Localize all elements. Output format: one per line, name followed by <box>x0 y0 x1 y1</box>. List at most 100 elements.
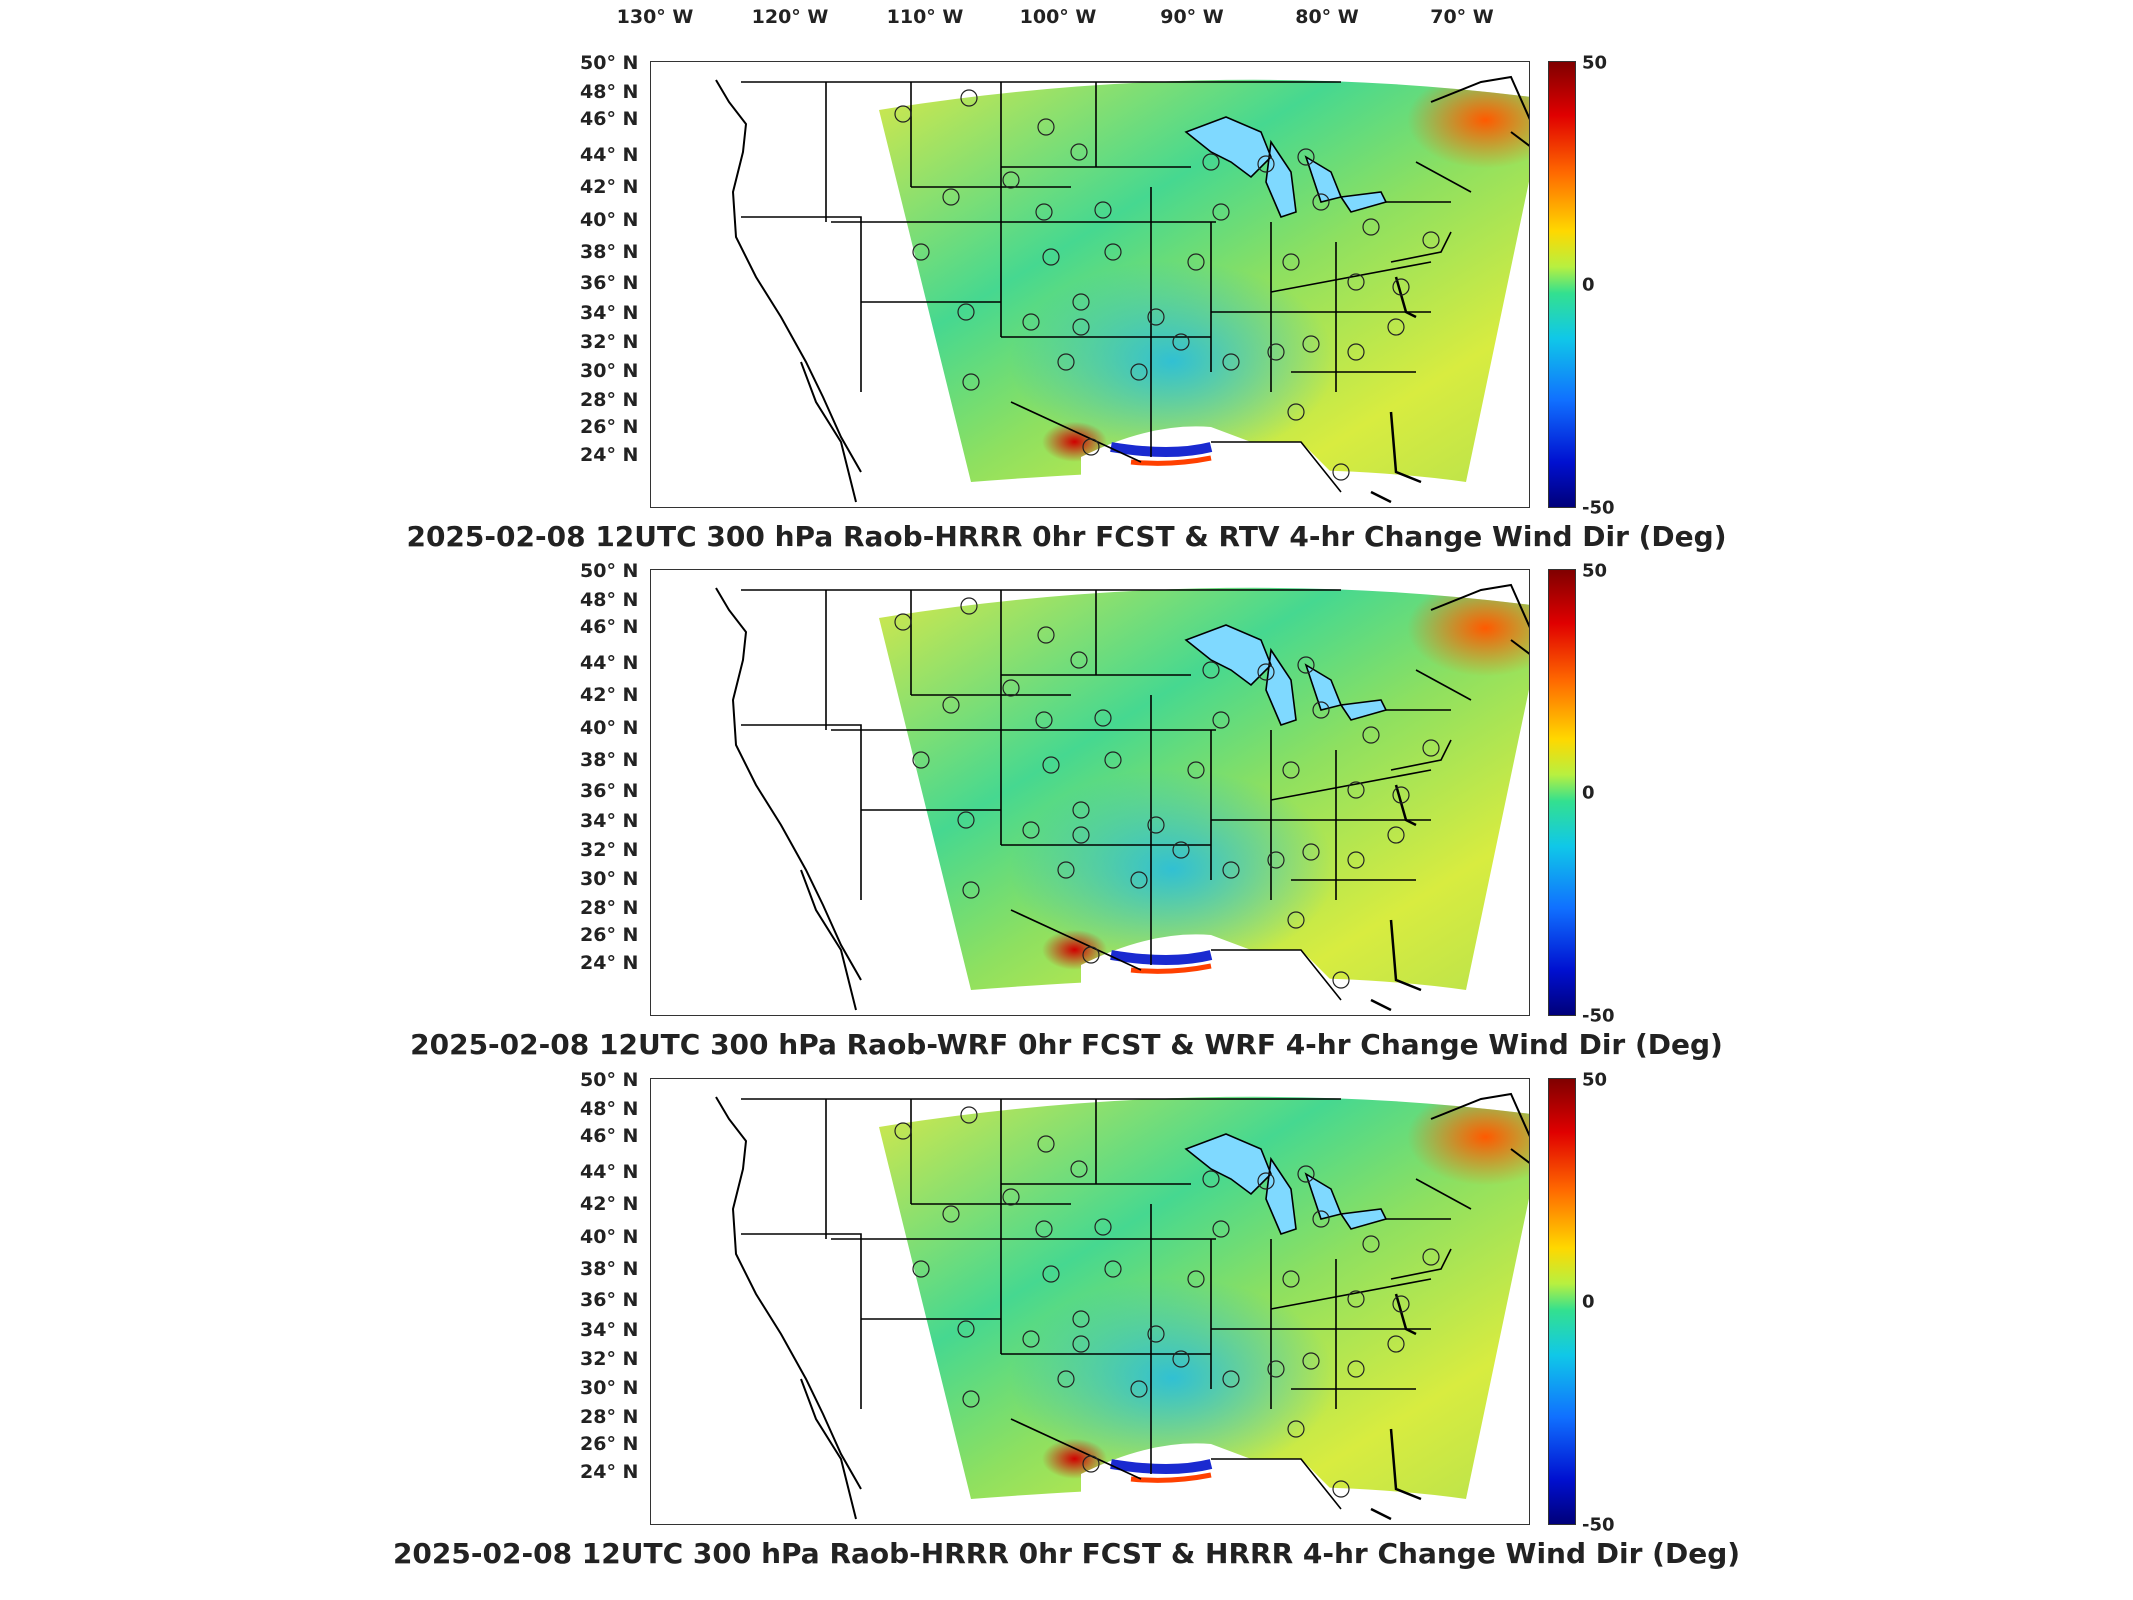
raob-station-marker <box>1297 656 1315 674</box>
state-boundary <box>741 724 862 900</box>
colorbar <box>1548 1078 1576 1525</box>
state-boundary <box>741 216 862 392</box>
state-boundary <box>1211 441 1342 493</box>
lon-label: 80° W <box>1295 6 1359 28</box>
lat-label: 42° N <box>580 176 639 198</box>
raob-station-marker <box>1212 711 1230 729</box>
lat-label: 38° N <box>580 749 639 771</box>
raob-station-marker <box>1422 231 1440 249</box>
raob-station-marker <box>1187 761 1205 779</box>
east-coastline <box>1370 784 1422 1012</box>
state-boundary <box>1415 669 1472 701</box>
raob-station-marker <box>1362 218 1380 236</box>
raob-station-marker <box>1072 1335 1090 1353</box>
raob-station-marker <box>1422 1248 1440 1266</box>
lat-label: 24° N <box>580 952 639 974</box>
gulf-red-band <box>1130 1472 1212 1483</box>
coastline <box>715 1096 862 1520</box>
raob-station-marker <box>1297 1165 1315 1183</box>
lat-label: 48° N <box>580 589 639 611</box>
great-lakes <box>1184 1133 1388 1235</box>
raob-station-marker <box>1172 1350 1190 1368</box>
raob-station-marker <box>1094 709 1112 727</box>
great-lakes <box>1184 624 1388 726</box>
raob-station-marker <box>1347 1360 1365 1378</box>
lon-label: 130° W <box>616 6 694 28</box>
raob-station-marker <box>1022 821 1040 839</box>
raob-station-marker <box>1072 826 1090 844</box>
lat-label: 26° N <box>580 1433 639 1455</box>
raob-station-marker <box>1104 1260 1122 1278</box>
panel-title: 2025-02-08 12UTC 300 hPa Raob-WRF 0hr FC… <box>410 1028 1723 1061</box>
lat-label: 32° N <box>580 839 639 861</box>
raob-station-marker <box>1130 363 1148 381</box>
colorbar <box>1548 569 1576 1016</box>
raob-station-marker <box>1362 1235 1380 1253</box>
raob-station-marker <box>1302 1352 1320 1370</box>
lat-label: 24° N <box>580 1461 639 1483</box>
colorbar-min: -50 <box>1582 1005 1615 1027</box>
colorbar-max: 50 <box>1582 1069 1608 1091</box>
lat-label: 48° N <box>580 81 639 103</box>
raob-station-marker <box>1392 278 1410 296</box>
longitude-axis: 130° W 120° W 110° W 100° W 90° W 80° W … <box>0 0 2133 40</box>
raob-station-marker <box>1332 1480 1350 1498</box>
lat-label: 34° N <box>580 810 639 832</box>
state-boundary <box>1010 401 1142 463</box>
raob-station-marker <box>1022 1330 1040 1348</box>
colorbar-max: 50 <box>1582 560 1608 582</box>
raob-station-marker <box>1222 1370 1240 1388</box>
raob-station-marker <box>1347 781 1365 799</box>
map-frame <box>650 569 1530 1016</box>
raob-station-marker <box>1347 851 1365 869</box>
raob-station-marker <box>1302 335 1320 353</box>
raob-station-marker <box>1392 1295 1410 1313</box>
raob-station-marker <box>957 1320 975 1338</box>
great-lakes <box>1184 116 1388 218</box>
state-boundary <box>1390 1248 1452 1280</box>
raob-station-marker <box>1212 203 1230 221</box>
raob-station-marker <box>1202 1170 1220 1188</box>
lat-label: 36° N <box>580 1289 639 1311</box>
canada-coast <box>1430 75 1529 147</box>
raob-station-marker <box>960 89 978 107</box>
raob-station-marker <box>1057 861 1075 879</box>
positive-anomaly-southwest <box>879 587 1529 990</box>
lat-label: 42° N <box>580 684 639 706</box>
wind-direction-map <box>715 1092 1529 1524</box>
raob-station-marker <box>942 188 960 206</box>
lat-label: 50° N <box>580 1069 639 1091</box>
raob-station-marker <box>1332 971 1350 989</box>
raob-station-marker <box>1257 663 1275 681</box>
lat-label: 28° N <box>580 389 639 411</box>
lat-label: 38° N <box>580 241 639 263</box>
raob-station-marker <box>1222 353 1240 371</box>
lat-label: 34° N <box>580 302 639 324</box>
state-boundary <box>1010 1418 1142 1480</box>
lat-label: 30° N <box>580 1377 639 1399</box>
state-boundary <box>1390 739 1452 771</box>
gulf-blue-band <box>1110 442 1213 457</box>
colorbar-mid: 0 <box>1582 274 1595 296</box>
raob-station-marker <box>1297 148 1315 166</box>
panel-title: 2025-02-08 12UTC 300 hPa Raob-HRRR 0hr F… <box>406 520 1727 553</box>
wind-direction-map <box>715 583 1529 1015</box>
canada-coast <box>1430 1092 1529 1164</box>
coastline <box>715 587 862 1011</box>
lat-label: 46° N <box>580 616 639 638</box>
raob-station-marker <box>1282 761 1300 779</box>
raob-station-marker <box>1057 1370 1075 1388</box>
raob-station-marker <box>1002 1188 1020 1206</box>
raob-station-marker <box>962 1390 980 1408</box>
state-boundary <box>1270 261 1432 293</box>
lat-label: 48° N <box>580 1098 639 1120</box>
raob-station-marker <box>1072 1310 1090 1328</box>
map-panel-1: 50 0 -50 2025-02-08 12UTC 300 hPa Raob-H… <box>0 52 2133 565</box>
colorbar-mid: 0 <box>1582 782 1595 804</box>
raob-station-marker <box>912 243 930 261</box>
gulf-red-band <box>1130 455 1212 466</box>
raob-station-marker <box>957 303 975 321</box>
lat-label: 46° N <box>580 108 639 130</box>
raob-station-marker <box>1287 911 1305 929</box>
canada-coast <box>1430 583 1529 655</box>
